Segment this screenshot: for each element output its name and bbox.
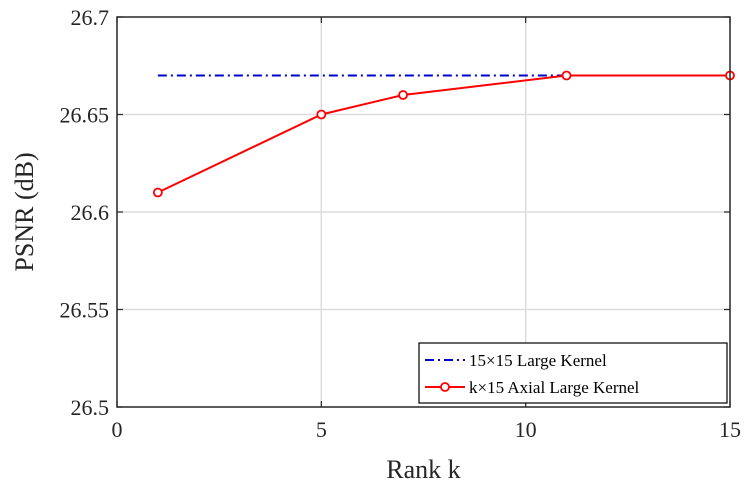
y-axis-label: PSNR (dB) <box>10 152 39 271</box>
y-tick-label: 26.65 <box>60 103 110 128</box>
legend-box <box>418 342 728 404</box>
legend-marker-axial-kernel <box>440 382 450 392</box>
y-tick-label: 26.6 <box>71 200 110 225</box>
x-tick-label: 10 <box>515 417 537 442</box>
series-1-point <box>398 90 408 100</box>
grid <box>117 17 730 407</box>
x-axis-label: Rank k <box>386 455 460 484</box>
series-1-point <box>316 109 327 120</box>
series-layer <box>152 70 735 198</box>
x-tick-label: 0 <box>112 417 123 442</box>
y-tick-label: 26.55 <box>60 298 110 323</box>
legend-label-large-kernel: 15×15 Large Kernel <box>469 351 607 370</box>
y-tick-label: 26.7 <box>71 5 110 30</box>
axis-ticks: 0 5 10 15 26.5 26.55 26.6 26.65 26.7 <box>60 5 742 442</box>
x-tick-label: 5 <box>316 417 327 442</box>
legend: 15×15 Large Kernel k×15 Axial Large Kern… <box>418 342 728 404</box>
series-1-point <box>561 70 572 81</box>
x-tick-label: 15 <box>719 417 741 442</box>
legend-label-axial-kernel: k×15 Axial Large Kernel <box>469 378 640 397</box>
y-tick-label: 26.5 <box>71 395 110 420</box>
series-1-point <box>152 187 163 198</box>
